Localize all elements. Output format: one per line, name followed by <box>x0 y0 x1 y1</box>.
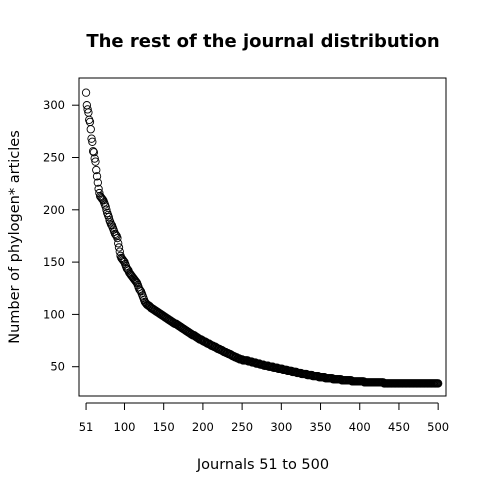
data-point <box>86 125 95 134</box>
x-tick-label: 250 <box>231 420 253 434</box>
data-point <box>92 165 101 175</box>
data-point <box>92 172 102 181</box>
data-point <box>102 205 111 214</box>
data-point <box>101 202 110 211</box>
x-tick-label: 200 <box>192 420 214 434</box>
data-point <box>81 88 91 97</box>
y-tick-label: 150 <box>43 255 65 269</box>
plot-frame <box>78 77 447 397</box>
data-point <box>104 212 113 222</box>
data-point <box>90 154 99 163</box>
y-tick-label: 100 <box>43 307 65 321</box>
x-tick-label: 450 <box>388 420 410 434</box>
x-tick-label: 100 <box>114 420 136 434</box>
data-point <box>93 178 102 187</box>
data-point <box>89 148 99 157</box>
x-axis-label: Journals 51 to 500 <box>196 457 329 473</box>
y-tick-label: 250 <box>43 151 65 165</box>
data-point <box>434 379 443 388</box>
y-axis: 50 100 150 200 250 300 <box>43 98 80 374</box>
data-point <box>115 247 124 256</box>
data-point <box>113 233 122 243</box>
y-axis-label: Number of phylogen* articles <box>7 130 23 344</box>
x-tick-label: 500 <box>427 420 449 434</box>
x-tick-label: 150 <box>153 420 175 434</box>
y-tick-label: 50 <box>50 360 65 374</box>
data-point <box>83 105 92 114</box>
x-tick-label: 300 <box>270 420 292 434</box>
chart-title: The rest of the journal distribution <box>86 31 439 52</box>
y-tick-label: 200 <box>43 203 65 217</box>
data-point <box>114 239 123 248</box>
data-point <box>91 157 100 166</box>
y-tick-label: 300 <box>43 98 65 112</box>
data-point <box>87 134 96 143</box>
x-tick-label: 350 <box>310 420 332 434</box>
x-axis: 51 100 150 200 250 300 350 400 450 500 <box>79 402 449 434</box>
data-point <box>110 229 120 239</box>
x-tick-label: 51 <box>79 420 94 434</box>
data-point <box>114 243 124 252</box>
data-point <box>88 137 97 146</box>
data-points <box>81 88 443 388</box>
x-tick-label: 400 <box>349 420 371 434</box>
